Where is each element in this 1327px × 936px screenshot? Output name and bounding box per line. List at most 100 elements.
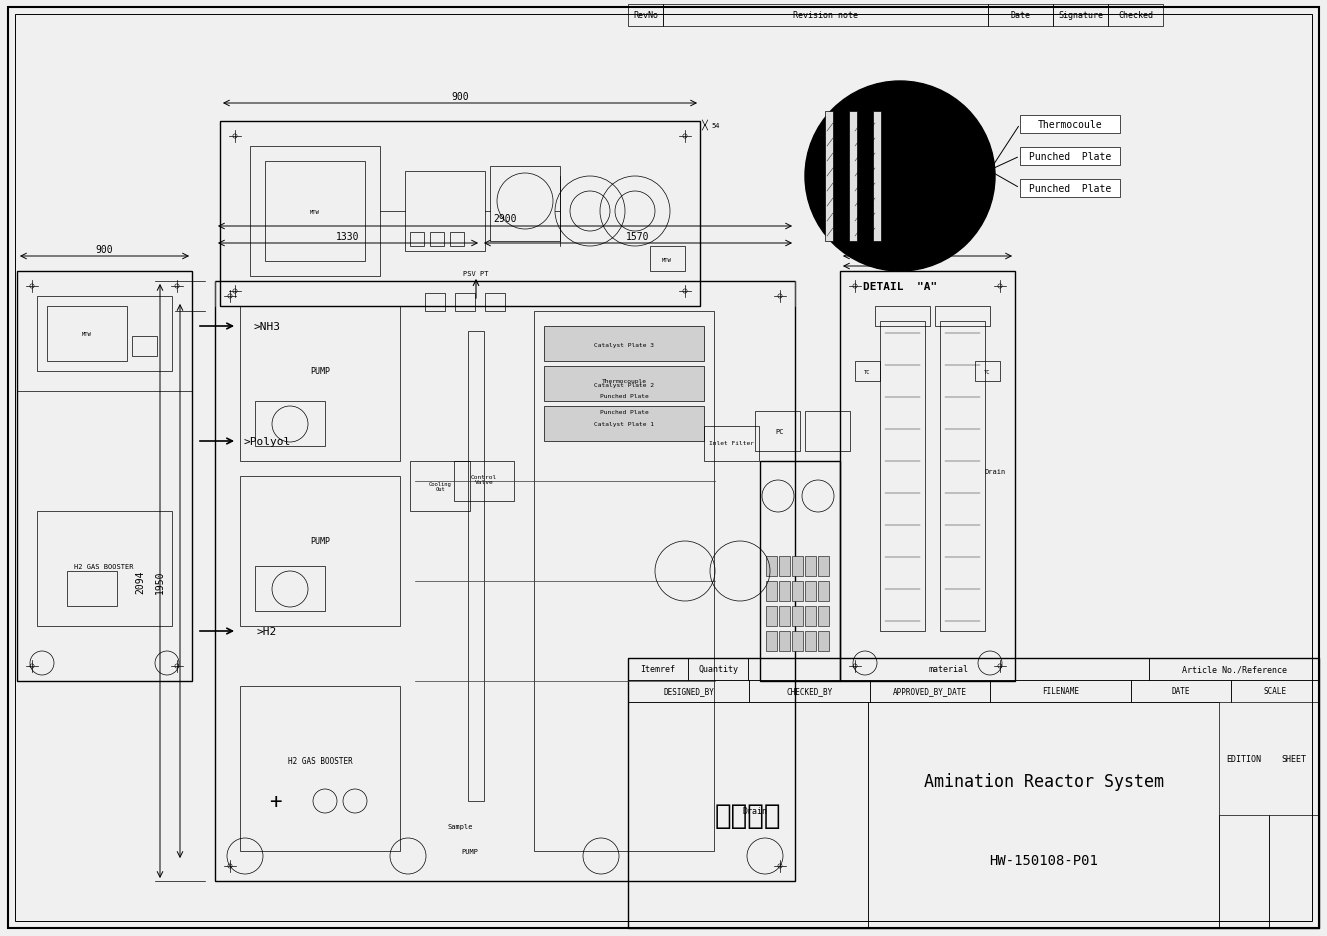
Bar [1149, 658, 1319, 680]
Text: >H2: >H2 [257, 626, 277, 636]
Bar [766, 581, 778, 601]
Bar [792, 581, 803, 601]
Text: Thermocoule: Thermocoule [1038, 120, 1103, 130]
Text: Thermocouple: Thermocouple [601, 379, 646, 384]
Bar [805, 556, 816, 577]
Bar [792, 607, 803, 626]
Bar [17, 271, 192, 681]
Bar [825, 112, 833, 241]
Bar [779, 631, 790, 651]
Bar [861, 112, 869, 241]
Bar [1108, 5, 1162, 27]
Text: MTW: MTW [311, 210, 320, 214]
Text: Punched  Plate: Punched Plate [1028, 152, 1111, 162]
Bar [687, 658, 748, 680]
Text: DATE: DATE [1172, 687, 1190, 695]
Text: 1570: 1570 [626, 232, 650, 241]
Bar [405, 172, 484, 252]
Bar [628, 658, 1319, 928]
Bar [628, 658, 687, 680]
Bar [873, 112, 881, 241]
Text: H2 GAS BOOSTER: H2 GAS BOOSTER [74, 563, 134, 569]
Bar [37, 511, 173, 626]
Bar [425, 294, 445, 312]
Bar [868, 702, 1220, 928]
Bar [779, 581, 790, 601]
Bar [849, 112, 857, 241]
Text: Catalyst Plate 3: Catalyst Plate 3 [594, 343, 654, 347]
Text: TC: TC [864, 369, 871, 374]
Text: PUMP: PUMP [311, 537, 330, 546]
Bar [940, 322, 985, 631]
Bar [215, 282, 795, 881]
Bar [817, 607, 829, 626]
Text: SHEET: SHEET [1282, 754, 1307, 763]
Bar [989, 5, 1054, 27]
Text: 450: 450 [868, 255, 886, 265]
Bar [1220, 815, 1269, 928]
Text: >NH3: >NH3 [253, 322, 280, 331]
Bar [66, 571, 117, 607]
Text: Itemref: Itemref [641, 665, 675, 674]
Bar [468, 331, 484, 801]
Text: Control
Valve: Control Valve [471, 475, 498, 485]
Bar [454, 461, 514, 502]
Text: Checked: Checked [1119, 11, 1153, 21]
Bar [766, 607, 778, 626]
Bar [650, 247, 685, 271]
Bar [450, 233, 464, 247]
Text: PC: PC [776, 429, 784, 434]
Text: Article No./Reference: Article No./Reference [1181, 665, 1286, 674]
Text: HW-150108-P01: HW-150108-P01 [989, 854, 1097, 868]
Bar [1269, 815, 1319, 928]
Text: 900: 900 [918, 244, 937, 255]
Bar [220, 122, 701, 307]
Circle shape [805, 82, 995, 271]
Text: H2 GAS BOOSTER: H2 GAS BOOSTER [288, 756, 353, 766]
Text: PUMP: PUMP [462, 848, 479, 854]
Text: 2900: 2900 [494, 213, 516, 224]
Bar [871, 680, 990, 702]
Bar [628, 5, 664, 27]
Bar [760, 461, 840, 681]
Bar [410, 233, 425, 247]
Bar [131, 337, 157, 357]
Bar [1131, 680, 1231, 702]
Text: PUMP: PUMP [311, 367, 330, 376]
Bar [490, 167, 560, 241]
Bar [805, 607, 816, 626]
Text: MTW: MTW [82, 331, 92, 336]
Bar [544, 327, 705, 361]
Text: 900: 900 [96, 244, 113, 255]
Bar [792, 556, 803, 577]
Bar [817, 631, 829, 651]
Text: 54: 54 [711, 123, 721, 129]
Bar [936, 307, 990, 327]
Text: Date: Date [1010, 11, 1031, 21]
Text: 900: 900 [451, 92, 468, 102]
Bar [430, 233, 445, 247]
Bar [533, 312, 714, 851]
Bar [855, 361, 880, 382]
Bar [779, 607, 790, 626]
Text: Punched Plate: Punched Plate [600, 394, 649, 399]
Bar [792, 631, 803, 651]
Text: Catalyst Plate 1: Catalyst Plate 1 [594, 422, 654, 427]
Text: Punched  Plate: Punched Plate [1028, 183, 1111, 194]
Bar [766, 631, 778, 651]
Text: material: material [929, 665, 969, 674]
Bar [779, 556, 790, 577]
Bar [544, 406, 705, 442]
Bar [766, 556, 778, 577]
Bar [255, 566, 325, 611]
Bar [805, 412, 851, 451]
Text: 1330: 1330 [336, 232, 360, 241]
Text: +: + [268, 791, 281, 812]
Bar [255, 402, 325, 446]
Text: TC: TC [983, 369, 990, 374]
Text: FILENAME: FILENAME [1042, 687, 1079, 695]
Bar [240, 686, 399, 851]
Bar [240, 476, 399, 626]
Text: CHECKED_BY: CHECKED_BY [787, 687, 832, 695]
Text: >Polyol: >Polyol [243, 436, 291, 446]
